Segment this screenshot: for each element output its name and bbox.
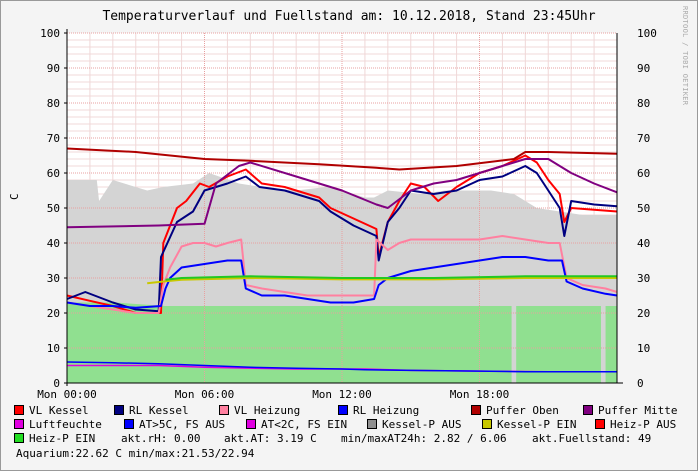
y-tick-label: 60 <box>47 167 60 180</box>
y-tick-label-right: 60 <box>637 167 650 180</box>
series-puffer-mitte <box>66 158 618 229</box>
legend-item-at-gt-5c: AT>5C, FS AUS <box>124 418 225 431</box>
legend-item-rl-kessel: RL Kessel <box>114 404 189 417</box>
legend-swatch <box>124 419 134 429</box>
legend-label: AT>5C, FS AUS <box>139 418 226 431</box>
x-tick-label: Mon 06:00 <box>175 388 235 401</box>
y-tick-label-right: 90 <box>637 62 650 75</box>
legend-swatch <box>14 419 24 429</box>
outside-temp-min-max: min/maxAT24h: 2.82 / 6.06 <box>341 432 507 445</box>
series-vl-kessel <box>66 154 618 314</box>
legend: VL Kessel RL Kessel VL Heizung RL Heizun… <box>14 404 694 446</box>
series-rl-kessel <box>66 165 618 313</box>
legend-item-kessel-p-aus: Kessel-P AUS <box>367 418 461 431</box>
legend-swatch <box>246 419 256 429</box>
y-tick-label-right: 10 <box>637 342 650 355</box>
legend-item-vl-kessel: VL Kessel <box>14 404 89 417</box>
y-tick-label-right: 100 <box>637 27 657 40</box>
y-tick-label-right: 80 <box>637 97 650 110</box>
legend-item-puffer-mitte: Puffer Mitte <box>583 404 677 417</box>
legend-item-puffer-oben: Puffer Oben <box>471 404 559 417</box>
y-tick-label: 40 <box>47 237 60 250</box>
y-tick-label-right: 40 <box>637 237 650 250</box>
legend-swatch <box>14 405 24 415</box>
y-tick-label: 90 <box>47 62 60 75</box>
current-outside-temp: akt.AT: 3.19 C <box>224 432 317 445</box>
area-heiz-p-ein <box>516 306 601 383</box>
current-humidity: akt.rH: 0.00 <box>121 432 201 445</box>
legend-label: Heiz-P AUS <box>610 418 677 431</box>
series-rl-heizung <box>66 256 618 309</box>
y-tick-label: 100 <box>40 27 60 40</box>
legend-label: AT<2C, FS EIN <box>261 418 348 431</box>
legend-swatch <box>471 405 481 415</box>
chart-title: Temperaturverlauf und Fuellstand am: 10.… <box>102 9 596 24</box>
legend-swatch <box>595 419 605 429</box>
legend-label: Puffer Mitte <box>598 404 678 417</box>
series-vl-heizung <box>66 235 618 314</box>
legend-row-1: VL Kessel RL Kessel VL Heizung RL Heizun… <box>14 404 694 418</box>
legend-label: Kessel-P EIN <box>497 418 577 431</box>
y-tick-label: 50 <box>47 202 60 215</box>
legend-item-rl-heizung: RL Heizung <box>338 404 419 417</box>
y-tick-label-right: 50 <box>637 202 650 215</box>
legend-item-heiz-p-aus: Heiz-P AUS <box>595 418 676 431</box>
series-at-5c-fs-aus <box>66 361 617 373</box>
y-tick-label: 10 <box>47 342 60 355</box>
aquarium-temp: Aquarium:22.62 C min/max:21.53/22.94 <box>16 447 255 460</box>
series-heiz-p-ein <box>165 275 617 281</box>
y-tick-label: 20 <box>47 307 60 320</box>
legend-label: VL Heizung <box>234 404 301 417</box>
rrdtool-credit: RRDTOOL / TOBI OETIKER <box>681 6 689 106</box>
y-tick-label: 30 <box>47 272 60 285</box>
area-heiz-p-ein <box>605 306 617 383</box>
legend-item-at-lt-2c: AT<2C, FS EIN <box>246 418 347 431</box>
y-tick-label-right: 70 <box>637 132 650 145</box>
x-tick-label: Mon 18:00 <box>450 388 510 401</box>
legend-swatch <box>583 405 593 415</box>
legend-label: Kessel-P AUS <box>382 418 462 431</box>
legend-label: Luftfeuchte <box>29 418 102 431</box>
legend-swatch <box>482 419 492 429</box>
legend-label: RL Kessel <box>129 404 189 417</box>
x-tick-label: Mon 00:00 <box>37 388 97 401</box>
legend-item-vl-heizung: VL Heizung <box>219 404 300 417</box>
legend-swatch <box>338 405 348 415</box>
legend-item-heiz-p-ein: Heiz-P EIN <box>14 432 95 445</box>
series-kessel-p-ein <box>147 277 617 285</box>
y-tick-label: 0 <box>53 377 60 390</box>
x-tick-label: Mon 12:00 <box>312 388 372 401</box>
legend-row-3: Heiz-P EIN akt.rH: 0.00 akt.AT: 3.19 C m… <box>14 432 694 446</box>
series-puffer-oben <box>66 147 618 171</box>
legend-swatch <box>219 405 229 415</box>
legend-item-kessel-p-ein: Kessel-P EIN <box>482 418 576 431</box>
y-tick-label-right: 30 <box>637 272 650 285</box>
y-tick-label: 80 <box>47 97 60 110</box>
legend-label: VL Kessel <box>29 404 89 417</box>
legend-swatch <box>367 419 377 429</box>
legend-item-luftfeuchte: Luftfeuchte <box>14 418 102 431</box>
legend-label: Puffer Oben <box>486 404 559 417</box>
y-tick-label-right: 0 <box>637 377 644 390</box>
legend-swatch <box>114 405 124 415</box>
current-fill-level: akt.Fuellstand: 49 <box>532 432 652 445</box>
legend-row-2: Luftfeuchte AT>5C, FS AUS AT<2C, FS EIN … <box>14 418 694 432</box>
legend-label: Heiz-P EIN <box>29 432 96 445</box>
y-tick-label-right: 20 <box>637 307 650 320</box>
y-tick-label: 70 <box>47 132 60 145</box>
legend-label: RL Heizung <box>353 404 420 417</box>
legend-swatch <box>14 433 24 443</box>
area-heiz-p-ein <box>67 302 512 383</box>
